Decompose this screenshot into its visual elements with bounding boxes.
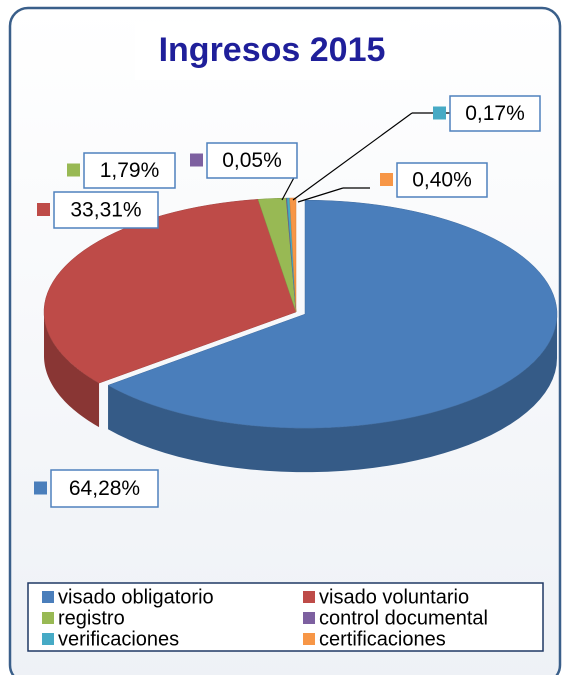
label-box [50, 469, 159, 508]
legend-marker [42, 633, 54, 645]
data-label: 0,05% [222, 149, 282, 172]
legend-label: registro [58, 607, 125, 629]
leader-line [297, 187, 344, 203]
legend-label: visado voluntario [319, 586, 469, 608]
chart-title: Ingresos 2015 [159, 31, 386, 69]
legend-label: verificaciones [58, 628, 179, 650]
legend-label: visado obligatorio [58, 586, 214, 608]
label-marker [34, 481, 47, 495]
leader-line [292, 112, 413, 201]
data-label: 33,31% [70, 199, 141, 222]
label-marker [190, 153, 203, 167]
legend-marker [42, 612, 54, 624]
label-box [83, 152, 176, 189]
slice-side [44, 312, 100, 428]
data-label: 0,40% [412, 169, 472, 192]
label-box [396, 162, 488, 198]
legend-marker [303, 591, 315, 603]
data-label: 0,17% [465, 102, 525, 125]
data-label: 1,79% [100, 159, 160, 182]
slice [107, 199, 558, 429]
label-box [53, 191, 159, 229]
legend-marker [303, 612, 315, 624]
title-box [135, 22, 410, 80]
legend-box [27, 582, 544, 652]
label-box [449, 95, 541, 132]
legend-label: control documental [319, 607, 488, 629]
data-label: 64,28% [69, 477, 140, 500]
slice-side [108, 314, 558, 473]
legend-marker [42, 591, 54, 603]
label-marker [67, 163, 80, 177]
label-marker [433, 106, 446, 120]
legend-marker [303, 633, 315, 645]
label-marker [380, 173, 393, 186]
label-box [206, 142, 298, 179]
slice [43, 199, 297, 384]
label-marker [37, 203, 50, 216]
slice [289, 197, 297, 313]
legend-label: certificaciones [319, 628, 446, 650]
